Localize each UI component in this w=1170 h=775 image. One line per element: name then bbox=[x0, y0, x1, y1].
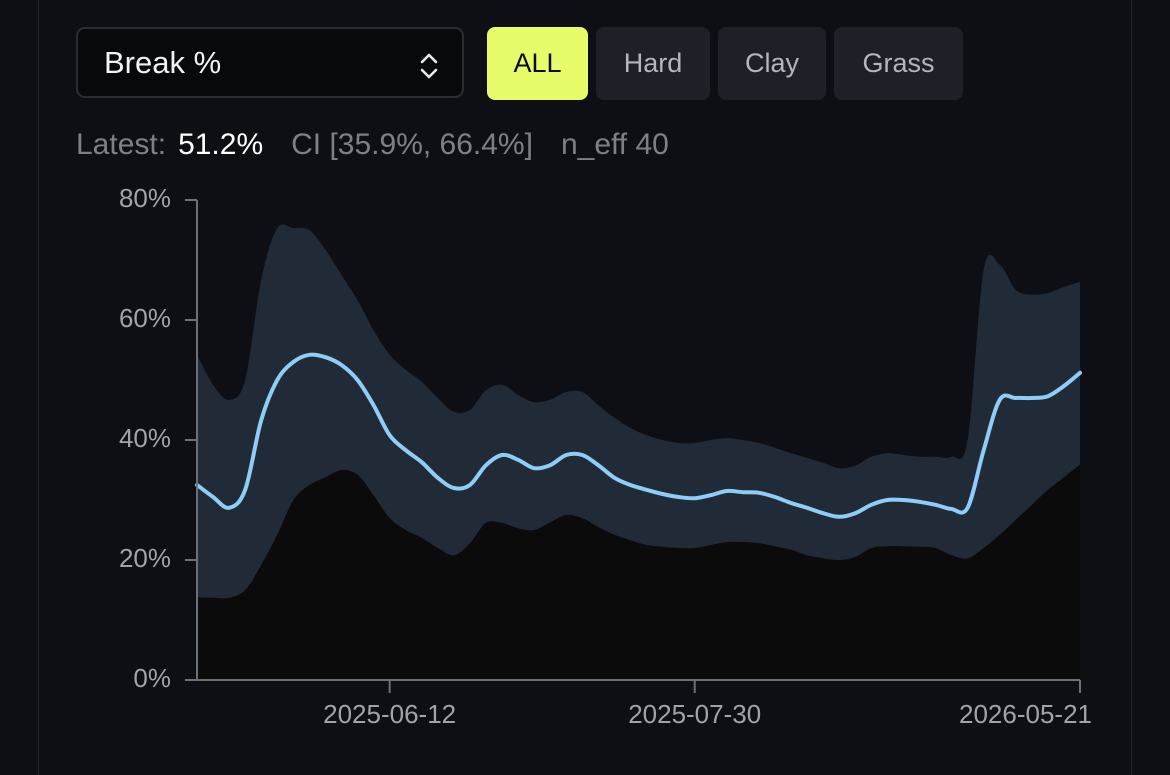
ci-band bbox=[197, 464, 1080, 680]
select-chevrons bbox=[420, 53, 438, 79]
surface-button[interactable]: Hard bbox=[596, 27, 710, 100]
x-tick-label: 2025-06-12 bbox=[323, 699, 456, 729]
y-tick-label: 40% bbox=[119, 423, 171, 453]
surface-button[interactable]: ALL bbox=[487, 27, 588, 100]
y-tick-label: 0% bbox=[133, 663, 171, 693]
y-tick-label: 20% bbox=[119, 543, 171, 573]
latest-value: 51.2% bbox=[178, 128, 264, 161]
confidence-interval: CI [35.9%, 66.4%] bbox=[291, 128, 533, 161]
x-tick-label: 2026-05-21 bbox=[959, 699, 1092, 729]
y-tick-label: 80% bbox=[119, 183, 171, 213]
card-border bbox=[38, 0, 39, 775]
stats-row: Latest: 51.2% CI [35.9%, 66.4%] n_eff 40 bbox=[76, 128, 669, 162]
line bbox=[195, 352, 1082, 519]
select-label: Break % bbox=[104, 44, 222, 80]
y-tick-label: 60% bbox=[119, 303, 171, 333]
x-tick-label: 2025-07-30 bbox=[628, 699, 761, 729]
effective-n: n_eff 40 bbox=[560, 128, 669, 161]
metric-select[interactable]: Break % bbox=[76, 27, 464, 98]
latest-label: Latest: bbox=[76, 128, 167, 161]
card-border bbox=[1131, 0, 1132, 775]
surface-button[interactable]: Clay bbox=[718, 27, 826, 100]
surface-button[interactable]: Grass bbox=[834, 27, 963, 100]
